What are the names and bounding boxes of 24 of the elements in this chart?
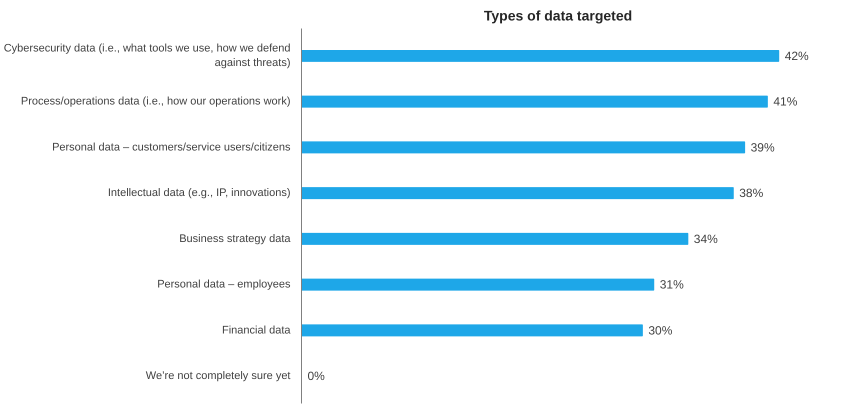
y-tick-label: We’re not completely sure yet [146, 370, 291, 382]
bar [302, 324, 643, 336]
data-label: 31% [660, 278, 684, 292]
y-tick-label: Intellectual data (e.g., IP, innovations) [108, 187, 291, 200]
data-label: 42% [784, 48, 810, 63]
data-label: 39% [750, 140, 775, 154]
y-tick-label: Business strategy data [179, 232, 292, 245]
y-tick-label: Process/operations data (i.e., how our operations work) [20, 96, 291, 108]
bar [302, 96, 768, 108]
data-label: 30% [648, 323, 673, 338]
bar [302, 187, 734, 200]
data-label: 34% [694, 232, 718, 246]
y-tick-label: Personal data – customers/service users/citizens [52, 141, 291, 154]
data-label: 38% [739, 186, 764, 200]
y-tick-label: Financial data [222, 324, 292, 336]
bar [302, 232, 688, 245]
bar [302, 141, 746, 154]
bar [302, 278, 654, 291]
y-tick-label: Cybersecurity data (i.e., what tools we use, how we defend against threats) [4, 42, 291, 70]
bar [302, 50, 780, 62]
chart-title: Types of data targeted [484, 8, 632, 24]
y-tick-label: Personal data – employees [157, 278, 291, 291]
data-label: 0% [308, 369, 326, 384]
data-label: 41% [773, 94, 798, 109]
